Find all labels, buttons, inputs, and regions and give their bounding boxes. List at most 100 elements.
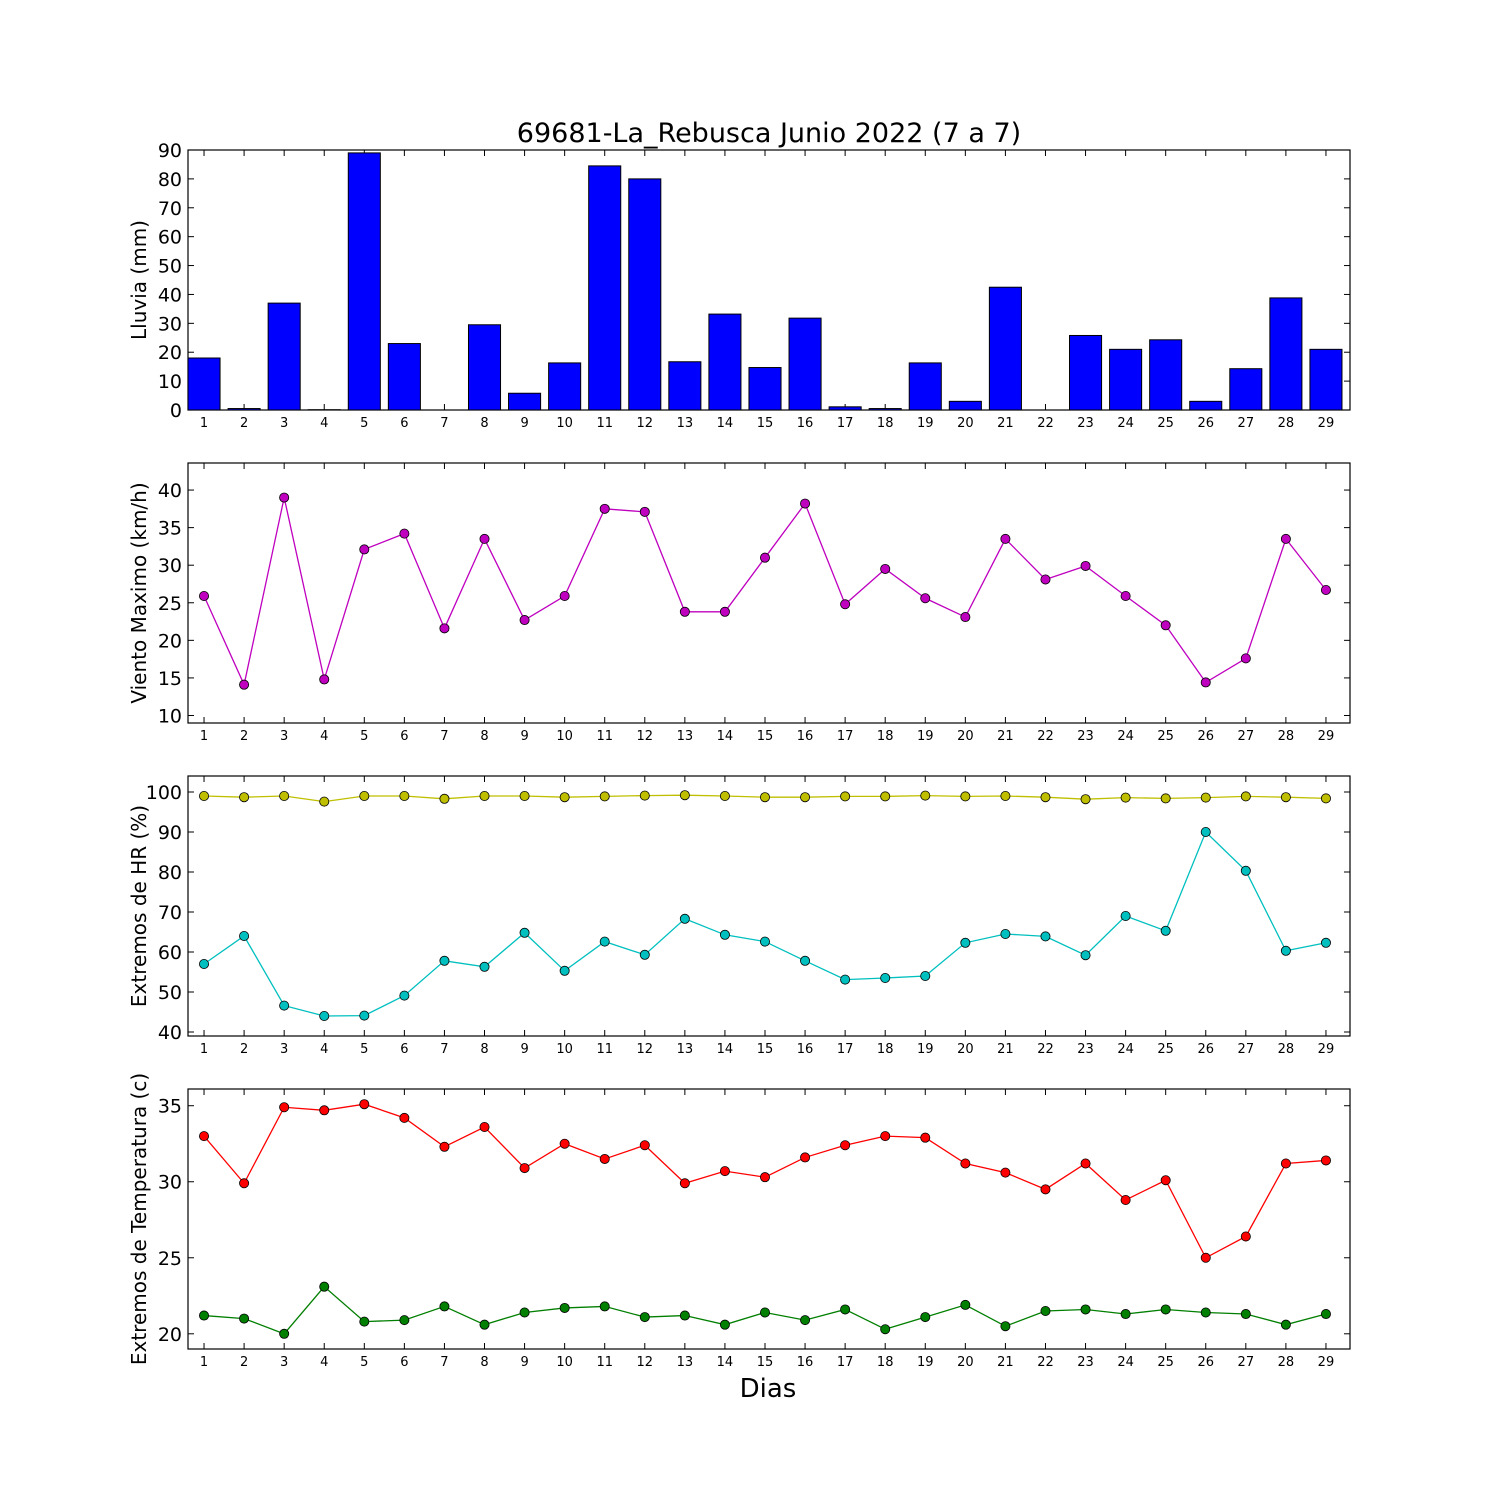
- x-tick-label: 11: [596, 1355, 613, 1370]
- y-tick-label: 60: [158, 942, 182, 964]
- series-2-point-day-17: [840, 974, 851, 985]
- series-2-point-day-27: [1240, 865, 1251, 876]
- series-2-point-day-9: [519, 927, 530, 938]
- plot-frame: [187, 775, 1351, 1037]
- series-2-point-day-11: [599, 936, 610, 947]
- x-tick-label: 26: [1197, 1042, 1214, 1057]
- series-1-point-day-10: [559, 591, 570, 602]
- series-2-point-day-2: [239, 931, 250, 942]
- x-tick-label: 3: [280, 416, 288, 431]
- x-tick-label: 21: [997, 1355, 1014, 1370]
- x-tick-label: 7: [440, 729, 448, 744]
- series-1-point-day-9: [519, 791, 530, 802]
- bar-day-13: [668, 361, 702, 411]
- x-tick-label: 25: [1157, 1042, 1174, 1057]
- y-tick-label: 70: [158, 902, 182, 924]
- series-1-point-day-21: [1000, 1167, 1011, 1178]
- y-axis-label: Viento Maximo (km/h): [127, 482, 151, 703]
- series-1-point-day-5: [359, 1099, 370, 1110]
- x-tick-label: 3: [280, 1355, 288, 1370]
- x-tick-label: 17: [837, 1355, 854, 1370]
- x-tick-label: 19: [917, 416, 934, 431]
- x-tick-label: 14: [717, 729, 734, 744]
- series-1-point-day-16: [800, 498, 811, 509]
- x-tick-label: 23: [1077, 1042, 1094, 1057]
- series-1-point-day-9: [519, 1163, 530, 1174]
- y-tick-label: 40: [158, 1022, 182, 1044]
- series-1-point-day-18: [880, 1131, 891, 1142]
- series-1-point-day-19: [920, 790, 931, 801]
- series-2-point-day-25: [1160, 925, 1171, 936]
- series-1-point-day-1: [199, 791, 210, 802]
- series-2-point-day-15: [759, 936, 770, 947]
- series-1-point-day-22: [1040, 1184, 1051, 1195]
- series-1-point-day-15: [759, 552, 770, 563]
- x-tick-label: 12: [637, 729, 654, 744]
- series-2-point-day-19: [920, 971, 931, 982]
- x-tick-label: 25: [1157, 416, 1174, 431]
- x-tick-label: 28: [1278, 729, 1295, 744]
- x-tick-label: 25: [1157, 729, 1174, 744]
- series-1-point-day-12: [639, 1140, 650, 1151]
- y-tick-label: 40: [158, 284, 182, 306]
- series-2-point-day-7: [439, 1301, 450, 1312]
- series-2-point-day-29: [1320, 1309, 1331, 1320]
- series-2-point-day-12: [639, 949, 650, 960]
- series-1-point-day-14: [719, 1166, 730, 1177]
- x-tick-label: 5: [360, 1355, 368, 1370]
- x-tick-label: 5: [360, 1042, 368, 1057]
- series-2-point-day-6: [399, 1315, 410, 1326]
- bar-day-23: [1069, 334, 1103, 411]
- bar-day-27: [1229, 368, 1263, 411]
- x-tick-label: 9: [520, 416, 528, 431]
- series-2-point-day-16: [800, 1315, 811, 1326]
- bar-day-12: [628, 178, 662, 411]
- series-2-point-day-14: [719, 1319, 730, 1330]
- x-tick-label: 28: [1278, 416, 1295, 431]
- bar-day-26: [1189, 400, 1223, 411]
- x-tick-label: 2: [240, 416, 248, 431]
- series-1-point-day-20: [960, 1158, 971, 1169]
- series-1-point-day-1: [199, 591, 210, 602]
- plot-frame: [187, 1088, 1351, 1350]
- series-2-point-day-10: [559, 965, 570, 976]
- x-tick-label: 8: [480, 729, 488, 744]
- series-2-point-day-7: [439, 955, 450, 966]
- x-tick-label: 15: [757, 729, 774, 744]
- x-tick-label: 26: [1197, 1355, 1214, 1370]
- series-1-point-day-15: [759, 792, 770, 803]
- series-1-point-day-23: [1080, 794, 1091, 805]
- series-1-point-day-6: [399, 528, 410, 539]
- bar-day-15: [748, 367, 782, 411]
- x-tick-label: 12: [637, 1042, 654, 1057]
- series-1-point-day-21: [1000, 791, 1011, 802]
- series-2-point-day-14: [719, 929, 730, 940]
- bar-day-28: [1269, 297, 1303, 411]
- series-1-point-day-15: [759, 1172, 770, 1183]
- series-2-point-day-29: [1320, 937, 1331, 948]
- series-2-point-day-19: [920, 1312, 931, 1323]
- series-1-point-day-14: [719, 606, 730, 617]
- x-tick-label: 7: [440, 1042, 448, 1057]
- series-1-point-day-12: [639, 506, 650, 517]
- series-2-point-day-12: [639, 1312, 650, 1323]
- series-1-point-day-8: [479, 791, 490, 802]
- x-tick-label: 27: [1238, 1355, 1255, 1370]
- series-1-point-day-17: [840, 1140, 851, 1151]
- x-tick-label: 8: [480, 1042, 488, 1057]
- bar-day-17: [828, 406, 862, 411]
- series-2-point-day-21: [1000, 1321, 1011, 1332]
- x-tick-label: 27: [1238, 416, 1255, 431]
- x-tick-label: 10: [556, 416, 573, 431]
- series-1-point-day-5: [359, 544, 370, 555]
- x-tick-label: 17: [837, 1042, 854, 1057]
- series-2-point-day-20: [960, 1299, 971, 1310]
- series-2-point-day-26: [1200, 827, 1211, 838]
- x-tick-label: 13: [677, 729, 694, 744]
- x-tick-label: 1: [200, 1355, 208, 1370]
- series-2-point-day-8: [479, 961, 490, 972]
